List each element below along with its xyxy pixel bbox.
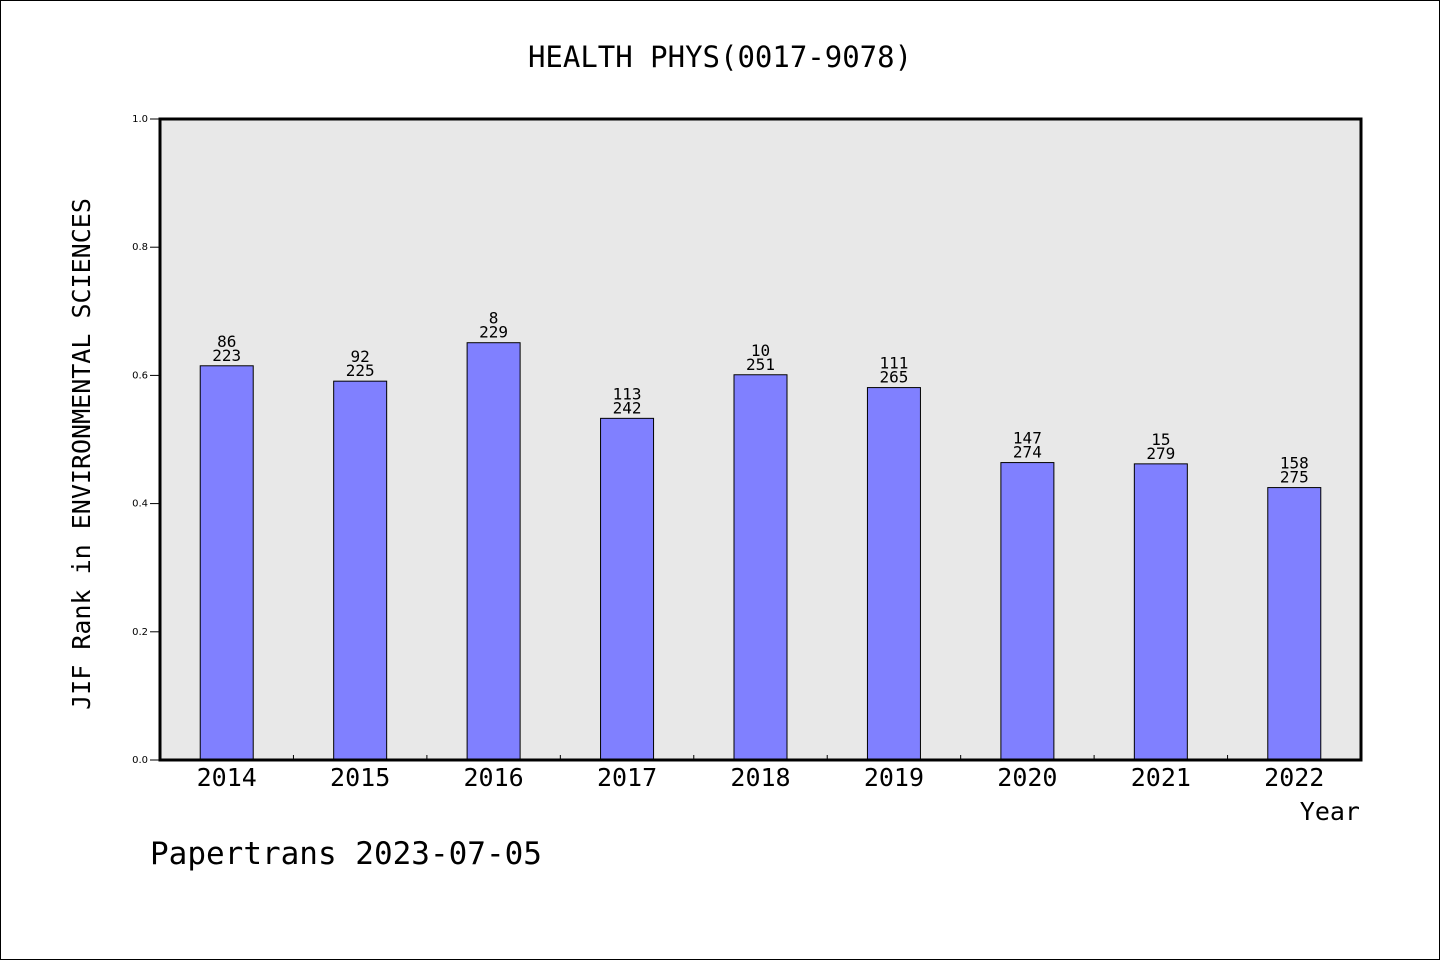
y-tick-label: 1.0 (132, 114, 148, 125)
bars-group (199, 342, 1322, 761)
bar-total-label: 223 (212, 346, 241, 365)
bar-2019 (866, 387, 921, 761)
bar-rank-label: 10 (751, 341, 770, 360)
bar-2017 (600, 417, 655, 761)
x-tick-label: 2020 (997, 763, 1057, 792)
bar-2018 (733, 374, 788, 761)
bar-total-label: 275 (1280, 468, 1309, 487)
bar-2021 (1133, 463, 1188, 761)
x-tick-label: 2022 (1264, 763, 1324, 792)
y-tick-label: 0.6 (132, 370, 148, 381)
bar-total-label: 279 (1146, 444, 1175, 463)
x-tick-label: 2016 (464, 763, 524, 792)
x-tick-label: 2015 (330, 763, 390, 792)
y-tick-label: 0.0 (132, 755, 148, 766)
x-tick-labels: 2014 2015 2016 2017 2018 2019 2020 2021 2022 (197, 763, 1325, 792)
bar-rank-label: 147 (1013, 429, 1042, 448)
bar-total-label: 274 (1013, 443, 1042, 462)
plot-border (158, 117, 1363, 762)
y-axis-ticks (150, 118, 160, 761)
bar-2015 (333, 380, 388, 761)
x-tick-label: 2018 (730, 763, 790, 792)
chart-title: HEALTH PHYS(0017-9078) (528, 40, 912, 74)
bar-rank-label: 113 (613, 384, 642, 403)
bar-2016 (466, 342, 521, 761)
bar-rank-label: 8 (489, 309, 499, 328)
bar-total-label: 265 (879, 368, 908, 387)
x-tick-label: 2017 (597, 763, 657, 792)
bar-rank-label: 15 (1151, 430, 1170, 449)
bar-total-label: 251 (746, 355, 775, 374)
bar-total-label: 229 (479, 323, 508, 342)
bar-total-label: 225 (346, 361, 375, 380)
y-axis-title: JIF Rank in ENVIRONMENTAL SCIENCES (67, 198, 96, 710)
y-tick-label: 0.8 (132, 242, 148, 253)
x-tick-label: 2021 (1131, 763, 1191, 792)
y-tick-label: 0.2 (132, 627, 148, 638)
bar-rank-label: 111 (879, 354, 908, 373)
footer-credit: Papertrans 2023-07-05 (150, 836, 542, 872)
bar-rank-label: 86 (217, 332, 236, 351)
y-tick-label: 0.4 (132, 499, 148, 510)
bar-rank-label: 158 (1280, 454, 1309, 473)
bar-rank-label: 92 (351, 347, 370, 366)
bar-2020 (1000, 462, 1055, 761)
y-tick-labels: 0.0 0.2 0.4 0.6 0.8 1.0 (132, 114, 148, 766)
x-tick-label: 2014 (197, 763, 257, 792)
bar-2022 (1267, 487, 1322, 761)
x-tick-label: 2019 (864, 763, 924, 792)
x-axis-title: Year (1300, 797, 1360, 826)
bar-total-label: 242 (613, 398, 642, 417)
bar-2014 (199, 365, 254, 761)
